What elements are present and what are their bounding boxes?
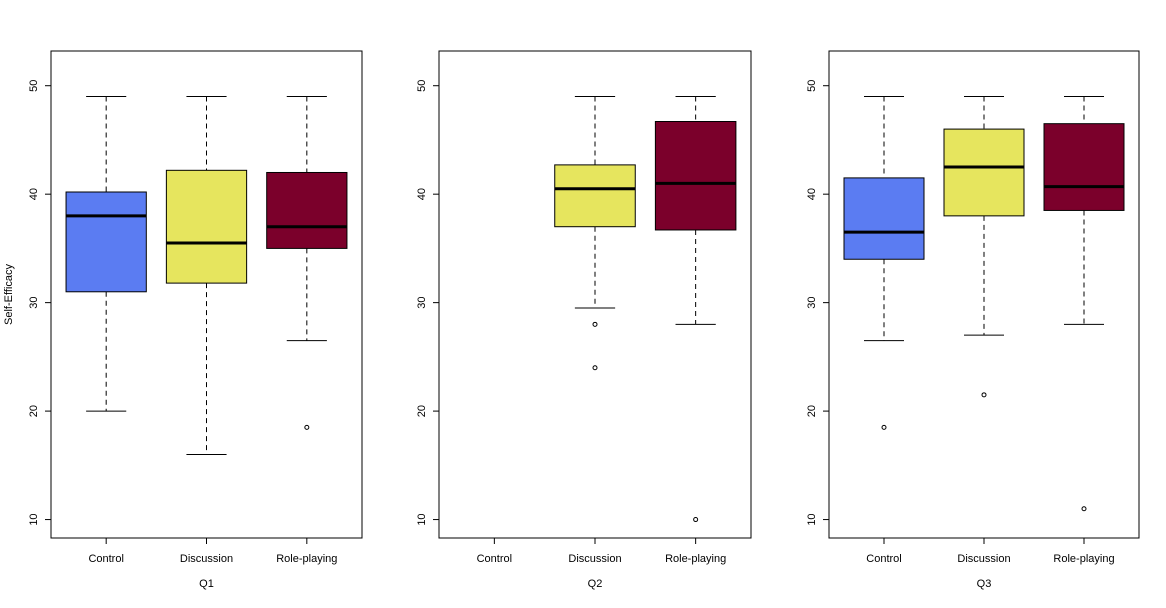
y-tick-label: 30 [806, 297, 818, 309]
box-discussion [943, 128, 1025, 217]
box-control [843, 177, 925, 260]
outlier-point-role-playing [693, 517, 699, 523]
x-tick-label: Discussion [180, 553, 233, 565]
outlier-point-role-playing [304, 424, 310, 430]
box-role-playing [1043, 123, 1125, 211]
x-tick-label: Control [866, 553, 901, 565]
y-tick-label: 20 [28, 405, 40, 417]
x-tick-label: Control [88, 553, 123, 565]
outlier-point-control [881, 424, 887, 430]
y-tick-label: 20 [416, 405, 428, 417]
y-tick-label: 20 [806, 405, 818, 417]
y-tick-label: 50 [416, 80, 428, 92]
y-tick-label: 40 [416, 188, 428, 200]
x-tick-label: Role-playing [1053, 553, 1114, 565]
box-discussion [165, 169, 248, 284]
x-tick-label: Discussion [568, 553, 621, 565]
outlier-point-discussion [592, 321, 598, 327]
outlier-point-discussion [592, 365, 598, 371]
box-role-playing [654, 121, 737, 231]
x-tick-label: Role-playing [665, 553, 726, 565]
y-tick-label: 40 [28, 188, 40, 200]
y-tick-label: 30 [28, 297, 40, 309]
y-axis-title: Self-Efficacy [3, 264, 15, 325]
x-axis-title: Q3 [977, 578, 992, 590]
x-axis-title: Q2 [588, 578, 603, 590]
y-tick-label: 10 [806, 513, 818, 525]
x-tick-label: Discussion [957, 553, 1010, 565]
y-tick-label: 10 [416, 513, 428, 525]
outlier-point-role-playing [1081, 506, 1087, 512]
y-tick-label: 40 [806, 188, 818, 200]
x-axis-title: Q1 [199, 578, 214, 590]
y-tick-label: 50 [28, 80, 40, 92]
y-tick-label: 50 [806, 80, 818, 92]
box-discussion [554, 164, 636, 228]
y-tick-label: 30 [416, 297, 428, 309]
outlier-point-discussion [981, 392, 987, 398]
box-control [65, 191, 147, 293]
x-tick-label: Control [477, 553, 512, 565]
box-role-playing [266, 171, 348, 249]
x-tick-label: Role-playing [276, 553, 337, 565]
y-tick-label: 10 [28, 513, 40, 525]
